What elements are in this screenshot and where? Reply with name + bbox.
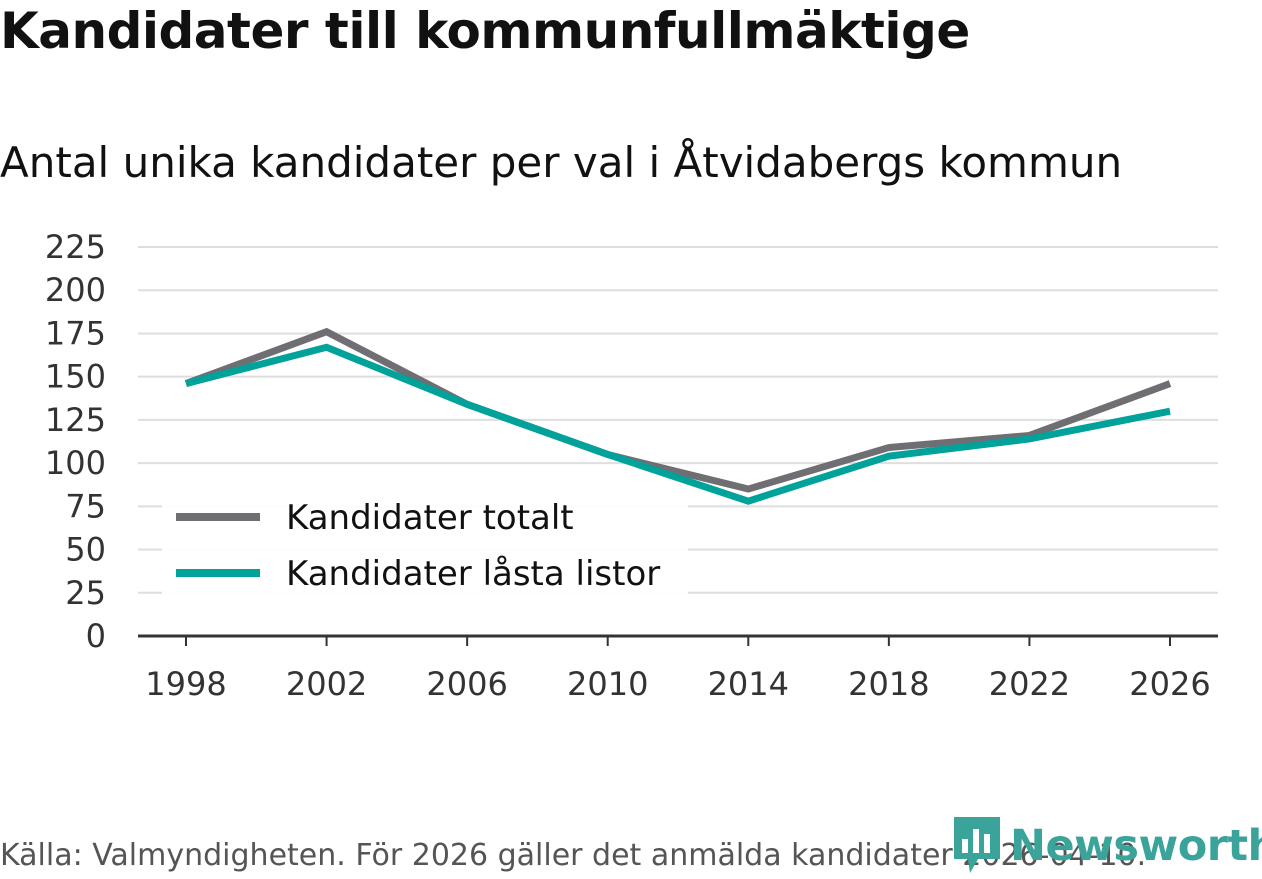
chart-title: Kandidater till kommunfullmäktige: [0, 2, 970, 60]
legend: Kandidater totalt Kandidater låsta listor: [162, 490, 688, 598]
brand-logo: Newsworthy: [952, 815, 1262, 877]
x-tick-label: 2022: [989, 665, 1070, 703]
x-tick-label: 2018: [848, 665, 929, 703]
series-lines: [184, 327, 1172, 505]
legend-label: Kandidater låsta listor: [286, 554, 660, 594]
newsworthy-logo-icon: [954, 817, 1000, 873]
y-tick-label: 225: [45, 228, 106, 266]
y-tick-label: 0: [86, 617, 106, 655]
x-tick-label: 2026: [1129, 665, 1210, 703]
y-tick-label: 175: [45, 314, 106, 352]
x-tick-label: 1998: [145, 665, 226, 703]
y-tick-label: 100: [45, 444, 106, 482]
series-line-0: [184, 327, 1172, 493]
x-tick-label: 2010: [567, 665, 648, 703]
x-tick-label: 2002: [286, 665, 367, 703]
x-axis: 1998 2002 2006 2010 2014 2018 2022 2026: [138, 634, 1218, 703]
x-tick-label: 2006: [426, 665, 507, 703]
legend-background: [162, 490, 688, 598]
y-tick-label: 200: [45, 271, 106, 309]
y-tick-label: 150: [45, 358, 106, 396]
y-tick-label: 25: [65, 574, 106, 612]
y-tick-label: 50: [65, 531, 106, 569]
chart-subtitle: Antal unika kandidater per val i Åtvidab…: [0, 138, 1123, 187]
y-axis: 0 25 50 75 100 125 150 175 200 225: [45, 228, 106, 655]
legend-label: Kandidater totalt: [286, 498, 574, 538]
y-tick-label: 75: [65, 487, 106, 525]
y-tick-label: 125: [45, 401, 106, 439]
series-line-1: [185, 343, 1171, 505]
x-tick-label: 2014: [708, 665, 789, 703]
brand-name: Newsworthy: [1010, 821, 1262, 871]
